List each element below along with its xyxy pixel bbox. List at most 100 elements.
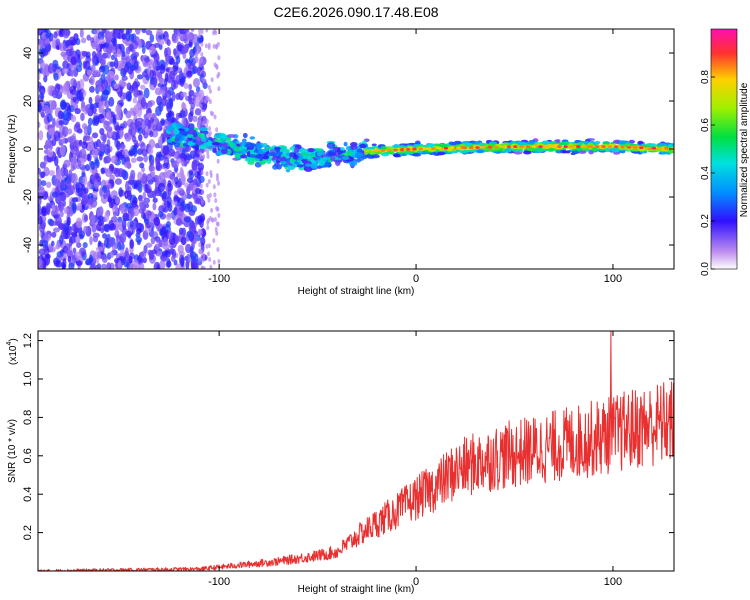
heatmap-cell [215,230,219,236]
heatmap-cell [134,120,142,128]
heatmap-cell [175,123,183,129]
heatmap-cell [38,197,42,206]
heatmap-cell [141,118,147,130]
heatmap-cell [113,51,118,60]
heatmap-cell [206,225,210,231]
heatmap-cell [149,69,154,80]
heatmap-cell [97,215,104,221]
heatmap-cell [550,145,556,149]
heatmap-cell [119,233,127,244]
spectrogram-xlabel: Height of straight line (km) [298,286,415,297]
heatmap-cell [113,83,119,90]
heatmap-cell [55,38,61,47]
heatmap-cell [658,147,663,150]
heatmap-cell [183,216,191,223]
heatmap-cell [152,60,158,70]
heatmap-cell [63,206,70,215]
heatmap-cell [63,159,71,168]
heatmap-cell [51,191,59,198]
heatmap-cell [173,207,178,216]
heatmap-cell [162,237,169,247]
heatmap-cell [262,142,268,148]
heatmap-cell [81,141,88,150]
heatmap-cell [155,162,163,172]
heatmap-cell [72,247,77,255]
heatmap-cell [97,219,104,226]
heatmap-cell [180,91,188,97]
heatmap-cell [267,152,277,157]
heatmap-cell [76,90,84,102]
heatmap-cell [219,133,228,139]
heatmap-cell [190,101,196,110]
heatmap-cell [79,234,84,240]
heatmap-cell [149,33,155,43]
heatmap-cell [161,95,167,107]
colorbar-tick-label: 0.2 [700,214,711,228]
heatmap-cell [398,145,406,149]
heatmap-cell [186,70,193,78]
heatmap-cell [202,266,206,269]
heatmap-cell [405,147,411,151]
heatmap-cell [66,220,71,227]
heatmap-cell [152,202,157,211]
heatmap-cell [226,134,236,138]
heatmap-cell [203,142,213,147]
heatmap-cell [217,55,221,61]
y-tick-label: 40 [22,47,34,59]
heatmap-cell [67,255,72,263]
heatmap-cell [157,39,165,46]
heatmap-cell [106,152,111,163]
heatmap-cell [129,239,135,249]
heatmap-cell [504,148,511,152]
heatmap-cell [117,260,122,269]
heatmap-cell [193,56,199,64]
heatmap-cell [110,190,118,199]
heatmap-cell [366,146,376,150]
heatmap-cell [206,193,210,199]
heatmap-cell [569,145,575,149]
heatmap-cell [49,246,56,253]
heatmap-cell [129,64,136,72]
heatmap-cell [519,145,524,149]
heatmap-cell [608,148,616,152]
heatmap-cell [57,110,64,120]
heatmap-cell [43,105,50,112]
heatmap-cell [70,78,77,87]
heatmap-cell [165,55,170,66]
heatmap-cell [208,126,212,132]
heatmap-cell [72,147,79,155]
colorbar-frame [710,28,738,270]
heatmap-cell [52,59,59,68]
heatmap-cell [280,160,287,165]
heatmap-cell [38,71,41,81]
heatmap-cell [387,148,392,152]
heatmap-cell [201,77,205,83]
figure-title: C2E6.2026.090.17.48.E08 [273,4,438,20]
heatmap-cell [221,147,228,155]
heatmap-cell [95,246,103,252]
heatmap-cell [171,34,179,44]
heatmap-cell [196,44,201,55]
heatmap-cell [166,114,171,122]
heatmap-cell [188,55,193,66]
heatmap-cell [38,96,42,102]
heatmap-cell [59,210,64,218]
heatmap-cell [185,243,192,254]
heatmap-cell [206,153,210,159]
heatmap-cell [198,92,202,98]
heatmap-cell [65,48,73,56]
heatmap-cell [369,151,377,155]
heatmap-cell [146,173,152,184]
heatmap-cell [143,87,150,99]
heatmap-cell [216,206,220,212]
heatmap-cell [114,74,119,81]
heatmap-cell [124,247,129,259]
y-tick-label: 0 [22,146,34,152]
heatmap-cell [147,119,152,129]
heatmap-cell [179,206,186,212]
heatmap-cell [216,247,220,253]
heatmap-cell [102,64,110,75]
heatmap-cell [125,30,131,42]
heatmap-cell [157,136,163,148]
heatmap-cell [464,142,472,147]
